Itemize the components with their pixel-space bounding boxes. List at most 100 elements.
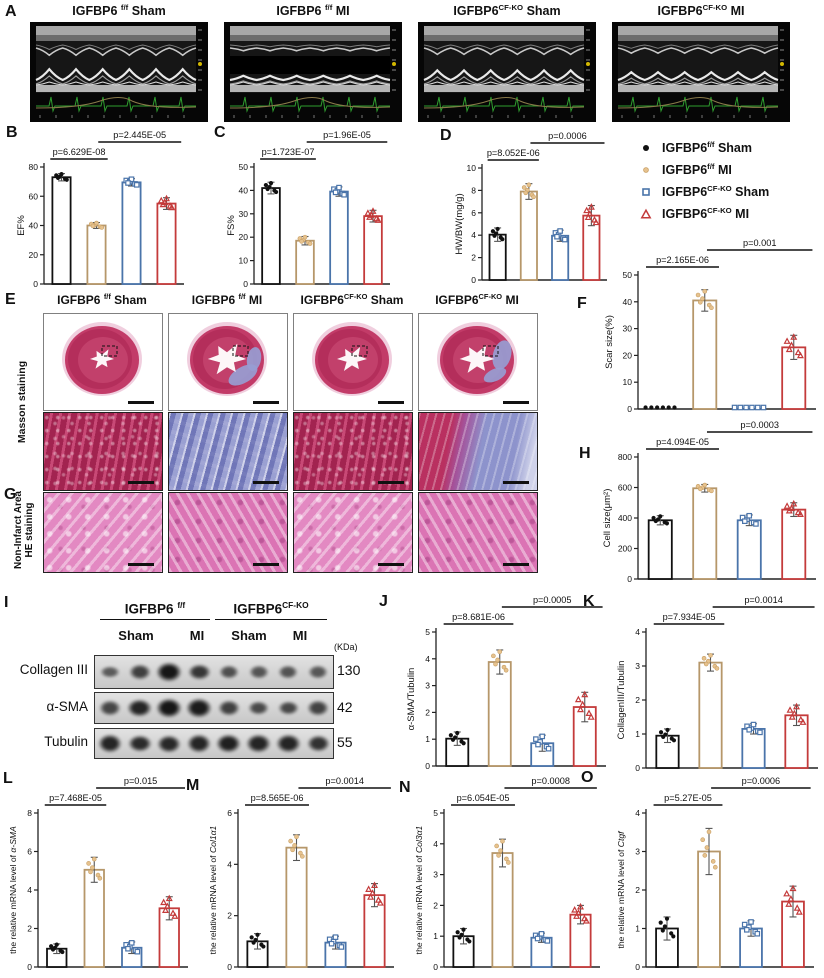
histology-title-3: IGFBP6CF-KO Sham	[300, 292, 404, 307]
legend-item-2: IGFBP6f/f MI	[640, 159, 824, 181]
heart-section-svg	[187, 322, 267, 396]
blot-band	[186, 698, 212, 718]
echo-title-4: IGFBP6CF-KO MI	[657, 3, 745, 19]
blot-band	[218, 665, 240, 679]
filled-circle-icon	[643, 145, 649, 151]
masson-staining-label: Masson staining	[16, 360, 28, 444]
open-square-icon	[642, 188, 650, 196]
scale-bar	[128, 481, 154, 484]
svg-text:0: 0	[471, 275, 476, 285]
svg-text:2: 2	[433, 900, 438, 910]
masson-heart-section-2	[168, 313, 288, 411]
svg-text:p=0.001: p=0.001	[743, 238, 776, 248]
legend: IGFBP6f/f Sham IGFBP6f/f MI IGFBP6CF-KO …	[640, 137, 824, 225]
svg-text:6: 6	[471, 208, 476, 218]
svg-text:p=1.96E-05: p=1.96E-05	[323, 130, 371, 140]
panel-letter-J: J	[379, 593, 388, 610]
svg-text:20: 20	[239, 232, 249, 242]
svg-text:4: 4	[27, 885, 32, 895]
legend-item-4: IGFBP6CF-KO MI	[640, 203, 824, 225]
svg-text:Cell size(μm²): Cell size(μm²)	[602, 489, 613, 548]
he-staining-image-1	[43, 492, 163, 573]
scale-bar	[128, 401, 154, 404]
blot-band	[99, 700, 121, 716]
scale-bar	[378, 481, 404, 484]
svg-text:0: 0	[227, 962, 232, 972]
panel-letter-G: G	[4, 486, 17, 503]
legend-label-1: IGFBP6f/f Sham	[662, 140, 752, 156]
blot-band-row-asma	[94, 692, 334, 724]
svg-text:p=8.565E-06: p=8.565E-06	[251, 793, 304, 803]
svg-text:p=0.015: p=0.015	[124, 776, 157, 786]
blot-band	[248, 700, 270, 716]
svg-text:4: 4	[471, 230, 476, 240]
svg-text:2: 2	[635, 885, 640, 895]
svg-text:4: 4	[635, 808, 640, 818]
blot-lane-label-mi-1: MI	[189, 628, 205, 643]
echo-mmode-image-2	[224, 22, 402, 122]
chart-HWBW: 0 2 4 6 8 10 HW/BW(mg/g) p=8.052E-06 p=0.0006	[448, 130, 613, 288]
he-staining-image-2	[168, 492, 288, 573]
he-staining-image-4	[418, 492, 538, 573]
svg-text:200: 200	[618, 544, 632, 554]
blot-band	[100, 665, 120, 679]
svg-text:2: 2	[471, 253, 476, 263]
masson-zoom-image-3	[293, 412, 413, 491]
chart-L-svg: 0 2 4 6 8 the relative mRNA level of α-SMA p=7…	[8, 776, 188, 972]
blot-band	[157, 734, 182, 753]
svg-text:p=7.934E-05: p=7.934E-05	[663, 612, 716, 622]
blot-band	[248, 665, 269, 679]
histology-title-1: IGFBP6 f/f Sham	[57, 292, 147, 307]
svg-text:10: 10	[467, 163, 477, 173]
panel-letter-A: A	[5, 3, 17, 20]
scale-bar	[503, 401, 529, 404]
svg-text:6: 6	[27, 847, 32, 857]
kda-unit-label: (KDa)	[334, 642, 358, 652]
chart-scar-size: 0 10 20 30 40 50 Scar size(%) p=2.165E-06 p=0.00…	[598, 237, 822, 417]
svg-text:0: 0	[627, 404, 632, 414]
blot-band	[187, 663, 211, 681]
masson-heart-section-1	[43, 313, 163, 411]
svg-text:p=0.0006: p=0.0006	[742, 776, 781, 786]
svg-text:EF%: EF%	[16, 215, 27, 236]
echo-mmode-svg	[612, 22, 790, 122]
svg-text:1: 1	[635, 924, 640, 934]
svg-text:1: 1	[425, 734, 430, 744]
heart-section-svg	[437, 322, 517, 396]
echo-mmode-image-1	[30, 22, 208, 122]
svg-text:40: 40	[239, 185, 249, 195]
panel-letter-N: N	[399, 779, 411, 796]
chart-mrna-col1a1: 0 2 4 6 the relative mRNA level of Col1α1 p=8…	[202, 775, 400, 975]
svg-text:p=2.165E-06: p=2.165E-06	[656, 255, 709, 265]
echo-mmode-svg	[224, 22, 402, 122]
panel-letter-D: D	[440, 127, 452, 144]
svg-text:30: 30	[239, 209, 249, 219]
blot-band	[128, 664, 151, 680]
svg-text:Scar size(%): Scar size(%)	[604, 315, 615, 369]
svg-text:4: 4	[425, 654, 430, 664]
svg-text:the relative mRNA level of Col: the relative mRNA level of Col1α1	[208, 825, 218, 954]
echo-mmode-svg	[418, 22, 596, 122]
panel-letter-O: O	[581, 769, 594, 786]
svg-text:p=8.681E-06: p=8.681E-06	[452, 612, 505, 622]
masson-zoom-image-2	[168, 412, 288, 491]
open-triangle-icon	[640, 208, 652, 219]
legend-item-3: IGFBP6CF-KO Sham	[640, 181, 824, 203]
svg-text:p=0.0014: p=0.0014	[325, 776, 364, 786]
chart-asma-tubulin: 0 1 2 3 4 5 α-SMA/Tubulin p=8.681E-06 p=0.0005	[400, 594, 612, 774]
chart-mrna-asma: 0 2 4 6 8 the relative mRNA level of α-SMA p=7…	[2, 775, 194, 975]
panel-letter-L: L	[3, 770, 13, 787]
svg-text:0: 0	[433, 962, 438, 972]
svg-text:20: 20	[623, 350, 633, 360]
blot-band	[277, 700, 299, 716]
svg-text:p=6.054E-05: p=6.054E-05	[457, 793, 510, 803]
svg-text:10: 10	[623, 377, 633, 387]
scale-bar	[378, 401, 404, 404]
scale-bar	[503, 563, 529, 566]
svg-text:α-SMA/Tubulin: α-SMA/Tubulin	[406, 668, 417, 731]
blot-band	[216, 734, 242, 753]
legend-label-4: IGFBP6CF-KO MI	[662, 206, 750, 222]
chart-FS: 0 10 20 30 40 50 FS% p=1.723E-07 p=1.96E-05	[220, 129, 396, 292]
blot-band	[97, 734, 123, 753]
